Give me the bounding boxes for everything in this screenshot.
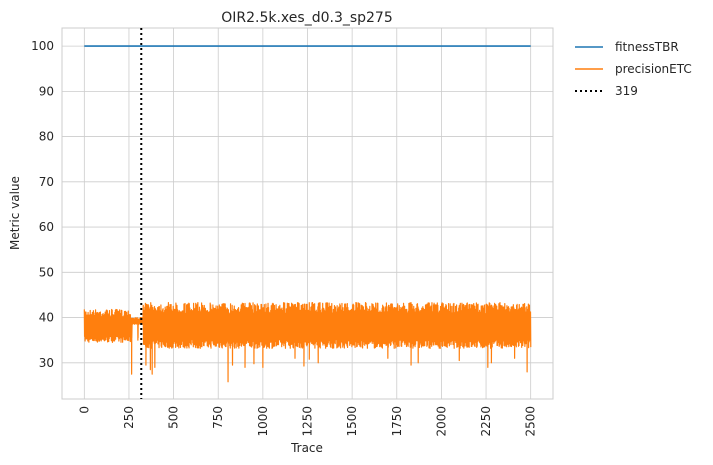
- x-tick-label: 1250: [301, 406, 315, 437]
- y-tick-label: 80: [39, 130, 54, 144]
- y-tick-label: 60: [39, 220, 54, 234]
- x-axis: 0 250 500 750 1000 1250 1500 1750 2000 2250 2500: [77, 406, 537, 437]
- x-tick-label: 0: [77, 406, 91, 414]
- x-tick-label: 2500: [524, 406, 538, 437]
- y-axis-label: Metric value: [8, 176, 22, 250]
- y-tick-label: 40: [39, 311, 54, 325]
- legend-label-fitnessTBR: fitnessTBR: [615, 40, 679, 54]
- x-tick-label: 500: [167, 406, 181, 429]
- y-tick-label: 30: [39, 356, 54, 370]
- y-tick-label: 100: [31, 39, 54, 53]
- x-tick-label: 1000: [256, 406, 270, 437]
- x-tick-label: 250: [122, 406, 136, 429]
- x-tick-label: 2000: [434, 406, 448, 437]
- plot-area: [61, 27, 554, 400]
- x-tick-label: 1750: [390, 406, 404, 437]
- legend-label-319: 319: [615, 84, 638, 98]
- x-tick-label: 2250: [479, 406, 493, 437]
- legend: fitnessTBR precisionETC 319: [575, 40, 692, 98]
- series-layer: [83, 28, 532, 399]
- x-tick-label: 750: [211, 406, 225, 429]
- y-axis: 30 40 50 60 70 80 90 100: [31, 39, 54, 370]
- x-tick-label: 1500: [345, 406, 359, 437]
- series-precisionETC-line: [83, 302, 532, 383]
- y-tick-label: 70: [39, 175, 54, 189]
- legend-label-precisionETC: precisionETC: [615, 62, 692, 76]
- chart-title: OIR2.5k.xes_d0.3_sp275: [221, 10, 393, 26]
- y-tick-label: 90: [39, 84, 54, 98]
- x-axis-label: Trace: [290, 441, 323, 455]
- y-tick-label: 50: [39, 265, 54, 279]
